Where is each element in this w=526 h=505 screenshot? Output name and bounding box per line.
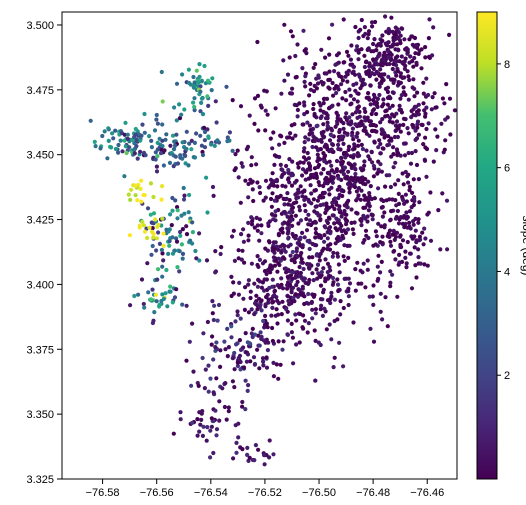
- xtick-label: −76.48: [356, 487, 390, 499]
- xtick-label: −76.54: [194, 487, 228, 499]
- colorbar-tick-label: 8: [504, 59, 510, 71]
- colorbar-tick-label: 6: [504, 163, 510, 175]
- xtick-label: −76.56: [140, 487, 174, 499]
- scatter-chart: −76.58 −76.56 −76.54 −76.52 −76.50 −76.48 −76.…: [0, 0, 526, 505]
- xtick-label: −76.50: [302, 487, 336, 499]
- ytick-label: 3.400: [26, 279, 54, 291]
- ytick-label: 3.350: [26, 409, 54, 421]
- ytick-label: 3.325: [26, 474, 54, 486]
- xtick-label: −76.58: [86, 487, 120, 499]
- colorbar: [477, 12, 497, 479]
- ytick-label: 3.475: [26, 85, 54, 97]
- ytick-label: 3.450: [26, 150, 54, 162]
- ytick-label: 3.375: [26, 344, 54, 356]
- xtick-label: −76.52: [248, 487, 282, 499]
- ytick-label: 3.425: [26, 215, 54, 227]
- ytick-label: 3.500: [26, 20, 54, 32]
- xtick-label: −76.46: [410, 487, 444, 499]
- colorbar-label: slope (deg): [520, 215, 526, 275]
- colorbar-tick-label: 4: [504, 266, 510, 278]
- colorbar-tick-label: 2: [504, 370, 510, 382]
